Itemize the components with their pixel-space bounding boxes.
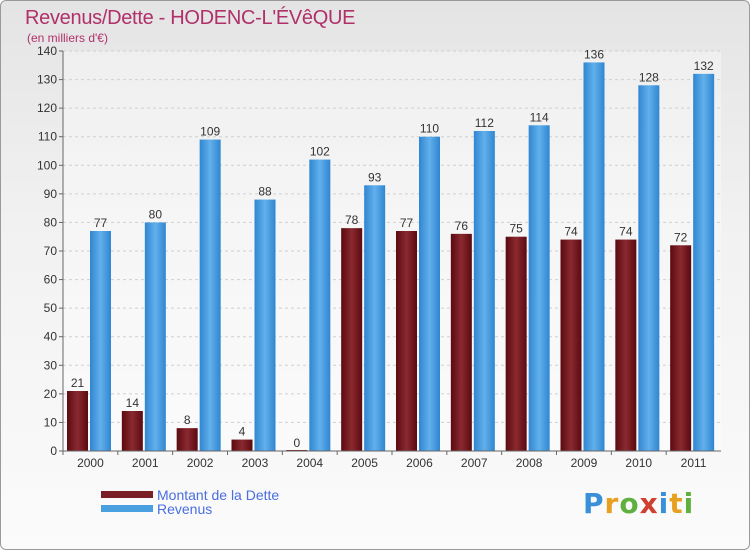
bar-dette-2010 (615, 239, 637, 451)
bar-revenus-2003 (254, 199, 276, 451)
x-tick-label: 2001 (132, 456, 159, 470)
y-tick-label: 140 (37, 44, 57, 58)
logo-letter: P (583, 487, 605, 520)
bar-dette-2007 (450, 233, 472, 451)
legend-label-dette: Montant de la Dette (157, 487, 280, 503)
bars-layer (67, 62, 715, 452)
data-label: 110 (420, 122, 439, 136)
y-tick-label: 60 (44, 273, 58, 287)
data-label: 8 (184, 413, 191, 427)
data-label: 74 (564, 225, 578, 239)
data-label: 21 (71, 376, 85, 390)
data-label: 4 (239, 425, 246, 439)
labels-layer: 0102030405060708090100110120130140217720… (37, 44, 714, 470)
data-label: 114 (530, 110, 549, 124)
data-label: 72 (674, 230, 688, 244)
bar-dette-2000 (67, 391, 88, 451)
x-tick-label: 2009 (571, 456, 598, 470)
x-tick-label: 2007 (461, 456, 488, 470)
data-label: 0 (293, 436, 300, 450)
y-tick-label: 20 (44, 387, 58, 401)
bar-dette-2001 (121, 411, 143, 451)
bar-dette-2009 (560, 239, 582, 451)
x-tick-label: 2003 (242, 456, 269, 470)
axis-layer (59, 50, 721, 455)
x-tick-label: 2008 (516, 456, 543, 470)
bar-dette-2002 (176, 428, 198, 451)
bar-dette-2008 (505, 236, 527, 451)
legend-swatch-dette (101, 491, 153, 498)
data-label: 77 (400, 216, 414, 230)
logo-letter: o (619, 487, 640, 520)
logo-letter: r (604, 487, 620, 520)
bar-dette-2003 (231, 439, 253, 451)
bar-revenus-2005 (364, 185, 386, 452)
data-label: 14 (126, 396, 140, 410)
data-label: 77 (94, 216, 108, 230)
y-tick-label: 130 (37, 73, 57, 87)
x-tick-label: 2010 (625, 456, 652, 470)
y-tick-label: 110 (38, 130, 57, 144)
bar-revenus-2011 (693, 73, 715, 451)
x-tick-label: 2006 (406, 456, 433, 470)
data-label: 93 (368, 170, 382, 184)
data-label: 109 (200, 125, 220, 139)
y-tick-label: 70 (44, 244, 58, 258)
data-label: 76 (455, 219, 469, 233)
logo-letter: t (669, 487, 684, 520)
grid-layer (63, 50, 721, 452)
legend-label-revenus: Revenus (157, 501, 213, 517)
proxiti-logo: Proxiti (583, 487, 694, 520)
x-tick-label: 2005 (351, 456, 378, 470)
data-label: 102 (310, 145, 330, 159)
x-tick-label: 2000 (77, 456, 104, 470)
y-tick-label: 30 (44, 358, 58, 372)
y-tick-label: 40 (44, 330, 58, 344)
data-label: 74 (619, 225, 633, 239)
bar-revenus-2001 (144, 222, 166, 451)
y-tick-label: 100 (37, 158, 57, 172)
data-label: 80 (149, 207, 163, 221)
y-tick-label: 120 (37, 101, 57, 115)
bar-revenus-2002 (199, 139, 221, 452)
y-tick-label: 10 (44, 415, 58, 429)
data-label: 78 (345, 213, 359, 227)
y-tick-label: 90 (44, 187, 58, 201)
data-label: 88 (258, 185, 272, 199)
bar-revenus-2004 (309, 159, 331, 452)
data-label: 112 (475, 116, 494, 130)
bar-revenus-2009 (583, 62, 605, 452)
chart-title: Revenus/Dette - HODENC-L'ÉVêQUE (25, 7, 356, 29)
logo-letter: x (639, 487, 659, 520)
data-label: 132 (694, 59, 714, 73)
data-label: 136 (584, 47, 604, 61)
x-tick-label: 2011 (681, 456, 707, 470)
legend-item-revenus: Revenus (101, 501, 361, 517)
bar-dette-2011 (670, 245, 692, 451)
bar-dette-2005 (341, 228, 363, 451)
logo-letter: i (658, 487, 670, 520)
x-tick-label: 2004 (296, 456, 323, 470)
data-label: 128 (639, 70, 659, 84)
y-tick-label: 0 (50, 444, 57, 458)
bar-revenus-2008 (528, 125, 550, 452)
legend-item-dette: Montant de la Dette (101, 487, 361, 503)
chart-subtitle: (en milliers d'€) (27, 31, 108, 45)
legend-swatch-revenus (101, 505, 153, 512)
bar-revenus-2010 (638, 85, 660, 452)
bar-revenus-2000 (90, 231, 111, 451)
data-label: 75 (509, 222, 523, 236)
bar-revenus-2006 (419, 136, 440, 451)
bar-revenus-2007 (473, 131, 495, 451)
y-tick-label: 80 (44, 215, 58, 229)
bar-dette-2006 (396, 231, 417, 451)
x-tick-label: 2002 (187, 456, 214, 470)
y-tick-label: 50 (44, 301, 58, 315)
logo-letter: i (683, 487, 695, 520)
